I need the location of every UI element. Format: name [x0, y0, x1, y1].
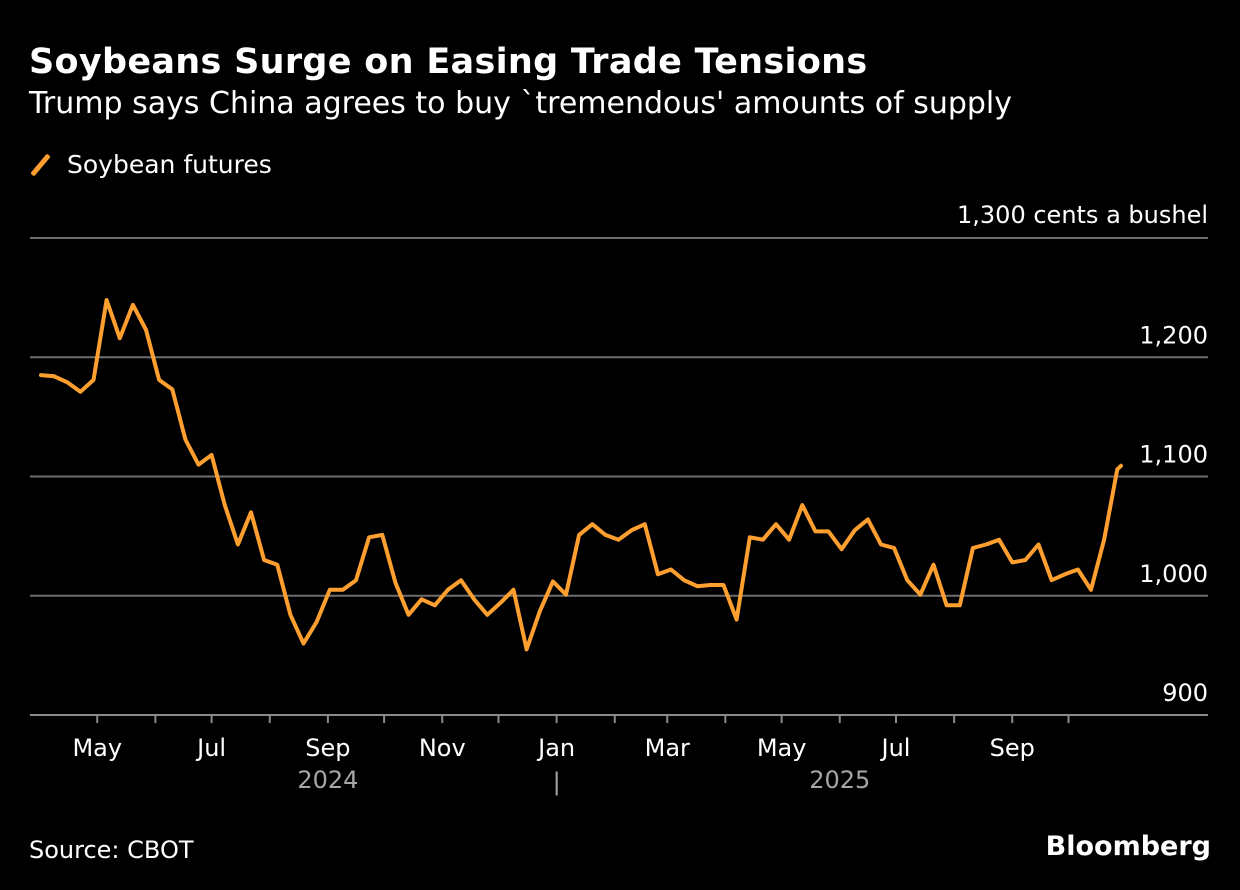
x-tick-label: May: [72, 734, 122, 762]
y-unit-label: 1,300 cents a bushel: [957, 201, 1208, 229]
year-label: 2025: [809, 766, 870, 794]
y-tick-label: 1,000: [1139, 560, 1208, 588]
year-label: 2024: [297, 766, 358, 794]
x-tick-label: May: [757, 734, 807, 762]
year-separator: |: [553, 768, 561, 796]
chart-subtitle: Trump says China agrees to buy `tremendo…: [29, 86, 1013, 121]
x-tick-label: Sep: [990, 734, 1035, 762]
x-tick-label: Nov: [419, 734, 466, 762]
y-tick-label: 900: [1162, 679, 1208, 707]
legend-label: Soybean futures: [67, 150, 272, 179]
x-tick-label: Mar: [645, 734, 690, 762]
x-tick-label: Jul: [195, 734, 226, 762]
y-tick-label: 1,100: [1139, 441, 1208, 469]
x-tick-label: Jul: [880, 734, 911, 762]
x-tick-label: Jan: [536, 734, 575, 762]
y-tick-label: 1,200: [1139, 321, 1208, 349]
chart-title: Soybeans Surge on Easing Trade Tensions: [29, 42, 868, 82]
legend: Soybean futures: [29, 150, 272, 179]
series-line-soybean-futures: [39, 298, 1123, 652]
source-note: Source: CBOT: [29, 836, 194, 864]
bloomberg-logo: Bloomberg: [1045, 831, 1211, 862]
x-tick-label: Sep: [305, 734, 350, 762]
